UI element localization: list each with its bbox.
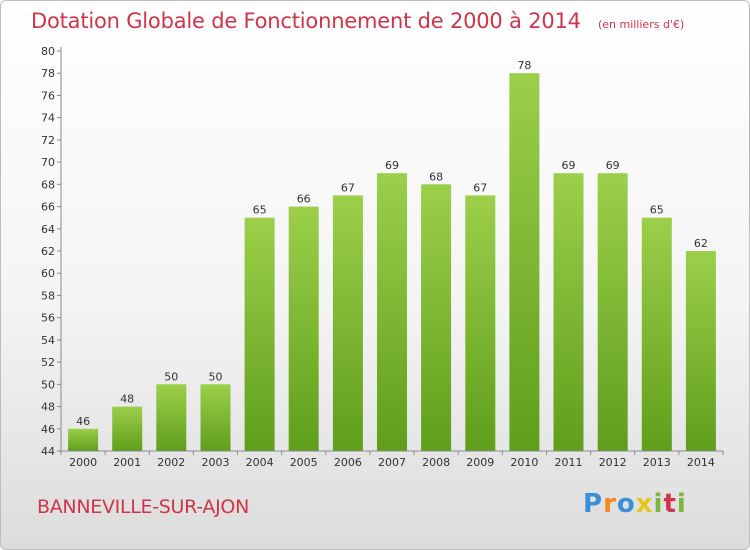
value-label-2003: 50 [209,370,223,383]
bar-2002 [156,384,187,451]
commune-name: BANNEVILLE-SUR-AJON [37,496,250,518]
y-tick-label: 62 [41,245,55,258]
x-tick-label-2002: 2002 [157,456,185,469]
value-label-2009: 67 [473,181,487,194]
x-tick-label-2008: 2008 [422,456,450,469]
value-label-2013: 65 [650,204,664,217]
y-tick-label: 78 [41,67,55,80]
y-tick-label: 60 [41,267,55,280]
value-label-2008: 68 [429,170,443,183]
logo-letter: i [653,489,664,519]
y-tick-label: 46 [41,423,55,436]
y-tick-label: 76 [41,89,55,102]
y-tick-label: 70 [41,156,55,169]
proxiti-logo: Proxiti [583,489,687,519]
y-tick-label: 72 [41,134,55,147]
y-tick-label: 58 [41,289,55,302]
bar-2009 [465,195,496,451]
y-tick-label: 66 [41,201,55,214]
x-tick-label-2011: 2011 [555,456,583,469]
x-tick-label-2003: 2003 [202,456,230,469]
x-tick-label-2004: 2004 [246,456,274,469]
bar-2000 [68,428,99,451]
x-tick-label-2014: 2014 [687,456,715,469]
value-label-2001: 48 [120,393,134,406]
y-tick-label: 74 [41,112,55,125]
y-tick-label: 44 [41,445,55,458]
bar-2007 [377,173,407,451]
x-tick-label-2009: 2009 [466,456,494,469]
bar-2011 [553,173,584,451]
bar-2010 [509,73,540,451]
logo-letter: r [603,489,617,519]
value-label-2012: 69 [606,159,620,172]
x-tick-label-2006: 2006 [334,456,362,469]
logo-letter: o [616,489,636,519]
x-tick-label-2013: 2013 [643,456,671,469]
value-label-2004: 65 [253,204,267,217]
y-tick-label: 80 [41,45,55,58]
y-tick-label: 68 [41,178,55,191]
x-tick-label-2005: 2005 [290,456,318,469]
y-tick-label: 50 [41,378,55,391]
value-label-2006: 67 [341,181,355,194]
value-label-2005: 66 [297,193,311,206]
y-tick-label: 56 [41,312,55,325]
bar-2001 [112,406,143,451]
bar-2006 [332,195,363,451]
bar-2008 [421,184,452,452]
y-tick-label: 64 [41,223,55,236]
logo-letter: t [663,489,677,519]
value-label-2000: 46 [76,415,90,428]
x-tick-label-2010: 2010 [510,456,538,469]
x-tick-label-2012: 2012 [599,456,627,469]
value-label-2002: 50 [164,370,178,383]
value-label-2014: 62 [694,237,708,250]
value-label-2011: 69 [562,159,576,172]
bar-2013 [641,217,672,451]
bar-2014 [685,251,716,451]
logo-letter: x [635,489,654,519]
bar-2005 [288,206,319,451]
title-row: Dotation Globale de Fonctionnement de 20… [31,9,684,33]
chart-title: Dotation Globale de Fonctionnement de 20… [31,9,581,33]
value-label-2007: 69 [385,159,399,172]
x-tick-label-2001: 2001 [113,456,141,469]
logo-letter: P [583,489,604,519]
y-tick-label: 52 [41,356,55,369]
y-tick-label: 48 [41,401,55,414]
bar-2003 [200,384,231,451]
x-tick-label-2007: 2007 [378,456,406,469]
value-label-2010: 78 [517,59,531,72]
x-tick-label-2000: 2000 [69,456,97,469]
bar-2012 [597,173,628,451]
chart-subtitle: (en milliers d'€) [597,18,685,31]
logo-letter: i [676,489,687,519]
y-tick-label: 54 [41,334,55,347]
bar-2004 [244,217,275,451]
